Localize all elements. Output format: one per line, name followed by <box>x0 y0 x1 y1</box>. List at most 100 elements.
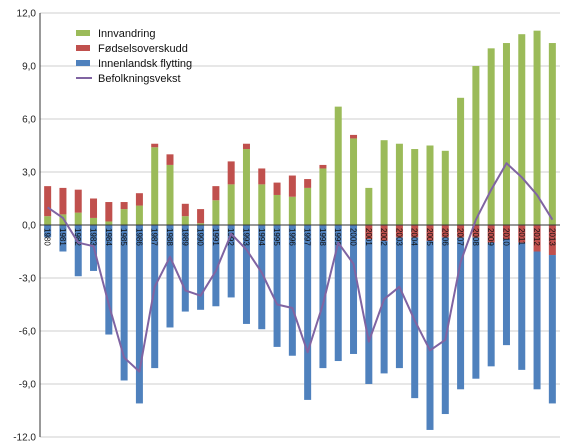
bar-innenlandsk-flytting <box>166 225 174 328</box>
y-tick-label: 9,0 <box>22 62 36 73</box>
bar-innvandring <box>105 221 113 225</box>
x-tick-label: 2001 <box>364 228 373 246</box>
bar-f-dselsoverskudd <box>120 202 128 210</box>
bar-innvandring <box>44 216 52 225</box>
bars-group <box>44 30 556 430</box>
bar-innenlandsk-flytting <box>197 225 205 310</box>
bar-innenlandsk-flytting <box>59 225 67 252</box>
x-tick-label: 2013 <box>547 228 556 246</box>
bar-innenlandsk-flytting <box>135 225 143 404</box>
bar-innenlandsk-flytting <box>242 225 250 324</box>
legend-label: Fødselsoverskudd <box>98 43 188 55</box>
bar-innvandring <box>74 212 82 225</box>
bar-innenlandsk-flytting <box>441 237 449 415</box>
bar-innenlandsk-flytting <box>334 225 342 362</box>
bar-f-dselsoverskudd <box>548 225 556 256</box>
bar-innenlandsk-flytting <box>457 237 465 390</box>
bar-innvandring <box>135 205 143 225</box>
bar-innenlandsk-flytting <box>44 225 52 238</box>
y-tick-label: -9,0 <box>19 380 37 391</box>
legend-swatch-innenlandsk-flytting <box>76 60 90 66</box>
line-befolkningsvekst <box>47 162 554 373</box>
y-axis-ticks: 12,0 9,0 6,0 3,0 0,0 -3,0 -6,0 -9,0 -12,0 <box>13 9 36 441</box>
bar-innenlandsk-flytting <box>395 237 403 369</box>
bar-innvandring <box>502 43 510 226</box>
x-tick-label: 1996 <box>287 228 296 246</box>
bar-innvandring <box>533 30 541 225</box>
bar-innvandring <box>181 216 189 225</box>
y-tick-label: -6,0 <box>19 327 37 338</box>
bar-f-dselsoverskudd <box>90 198 98 218</box>
x-tick-label: 1994 <box>257 228 266 246</box>
bar-f-dselsoverskudd <box>395 225 403 238</box>
bar-innvandring <box>426 145 434 225</box>
x-tick-label: 1983 <box>89 228 98 246</box>
bar-innvandring <box>441 150 449 225</box>
bar-innenlandsk-flytting <box>518 242 526 370</box>
bar-f-dselsoverskudd <box>502 225 510 240</box>
bar-f-dselsoverskudd <box>273 182 281 195</box>
bar-f-dselsoverskudd <box>487 225 495 243</box>
bar-innenlandsk-flytting <box>350 225 358 354</box>
bar-innvandring <box>227 184 235 225</box>
bar-f-dselsoverskudd <box>380 225 388 241</box>
bar-innvandring <box>197 223 205 225</box>
legend-label: Innvandring <box>98 28 156 40</box>
y-tick-label: 3,0 <box>22 168 36 179</box>
bar-innvandring <box>334 106 342 225</box>
bar-innvandring <box>288 196 296 225</box>
bar-f-dselsoverskudd <box>44 186 52 217</box>
bar-f-dselsoverskudd <box>197 209 205 224</box>
bar-f-dselsoverskudd <box>258 168 266 185</box>
bar-innenlandsk-flytting <box>227 225 235 298</box>
bar-f-dselsoverskudd <box>59 187 67 215</box>
x-tick-label: 1997 <box>303 228 312 246</box>
bar-innvandring <box>151 147 159 225</box>
bar-f-dselsoverskudd <box>411 225 419 238</box>
x-axis-ticks: 1980 1981 1982 1983 1984 1985 1986 1987 1988 1989… <box>43 228 557 246</box>
x-tick-label: 1993 <box>241 228 250 246</box>
bar-innenlandsk-flytting <box>319 225 327 369</box>
bar-innenlandsk-flytting <box>533 251 541 390</box>
bar-innenlandsk-flytting <box>258 225 266 330</box>
bar-innvandring <box>304 187 312 225</box>
bar-f-dselsoverskudd <box>350 134 358 139</box>
bar-innvandring <box>365 187 373 225</box>
bar-innenlandsk-flytting <box>380 240 388 374</box>
bar-innenlandsk-flytting <box>288 225 296 356</box>
x-tick-label: 2003 <box>394 228 403 246</box>
x-tick-label: 2005 <box>425 228 434 246</box>
bar-innenlandsk-flytting <box>212 225 220 307</box>
legend-label: Innenlandsk flytting <box>98 58 192 70</box>
x-tick-label: 2004 <box>410 228 419 246</box>
bar-innvandring <box>380 140 388 225</box>
x-tick-label: 1991 <box>211 228 220 246</box>
bar-innvandring <box>472 66 480 225</box>
bar-f-dselsoverskudd <box>365 225 373 240</box>
bar-innenlandsk-flytting <box>120 225 128 381</box>
bar-f-dselsoverskudd <box>426 225 434 241</box>
x-tick-label: 1985 <box>119 228 128 246</box>
bar-f-dselsoverskudd <box>533 225 541 252</box>
x-tick-label: 2010 <box>501 228 510 246</box>
bar-f-dselsoverskudd <box>319 164 327 169</box>
bar-innenlandsk-flytting <box>181 225 189 312</box>
bar-f-dselsoverskudd <box>151 143 159 148</box>
x-tick-label: 2012 <box>532 228 541 246</box>
bar-innvandring <box>487 48 495 226</box>
bar-innenlandsk-flytting <box>472 237 480 379</box>
bar-f-dselsoverskudd <box>181 203 189 217</box>
bar-innvandring <box>120 209 128 225</box>
x-tick-label: 1981 <box>58 228 67 246</box>
x-tick-label: 1987 <box>150 228 159 246</box>
x-tick-label: 2008 <box>471 228 480 246</box>
x-tick-label: 2002 <box>379 228 388 246</box>
bar-innvandring <box>411 149 419 225</box>
x-tick-label: 1988 <box>165 228 174 246</box>
y-tick-label: -12,0 <box>13 433 36 441</box>
x-tick-label: 1995 <box>272 228 281 246</box>
x-tick-label: 1989 <box>180 228 189 246</box>
bar-f-dselsoverskudd <box>288 175 296 197</box>
bar-innvandring <box>457 97 465 225</box>
legend-swatch-f-dselsoverskudd <box>76 45 90 51</box>
